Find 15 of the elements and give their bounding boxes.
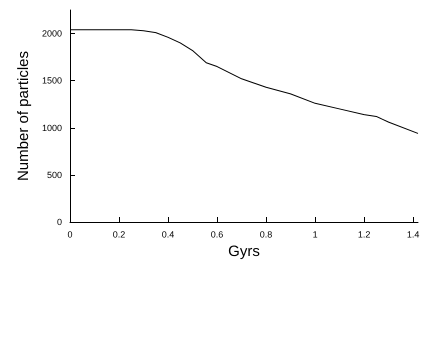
x-tick-label: 0.4 [162, 230, 174, 240]
x-tick-label: 1.2 [358, 230, 370, 240]
x-tick-label: 1.4 [406, 230, 420, 240]
y-tick-label: 1500 [42, 76, 62, 86]
x-tick-label: 0 [67, 230, 73, 240]
x-axis-title: Gyrs [228, 243, 260, 260]
y-tick-label: 0 [56, 217, 62, 227]
x-tick-label: 0.8 [260, 230, 272, 240]
x-tick-label: 0.6 [210, 230, 224, 240]
x-tick-label: 1 [312, 230, 318, 240]
x-tick-label: 0.2 [112, 230, 126, 240]
y-tick-label: 2000 [42, 28, 62, 39]
y-tick-label: 1000 [42, 122, 62, 133]
y-tick-label: 500 [46, 170, 62, 180]
y-axis-title: Number of particles [15, 50, 32, 182]
